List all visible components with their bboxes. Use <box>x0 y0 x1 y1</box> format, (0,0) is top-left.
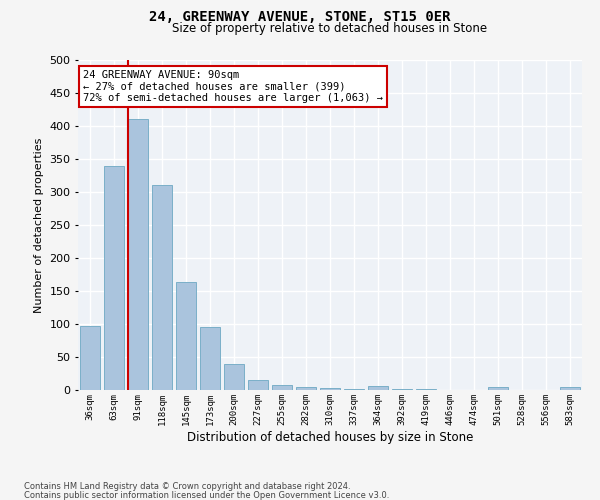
X-axis label: Distribution of detached houses by size in Stone: Distribution of detached houses by size … <box>187 430 473 444</box>
Bar <box>272 384 292 390</box>
Text: Contains HM Land Registry data © Crown copyright and database right 2024.: Contains HM Land Registry data © Crown c… <box>24 482 350 491</box>
Bar <box>296 388 316 390</box>
Bar <box>176 282 196 390</box>
Bar <box>368 386 388 390</box>
Bar <box>320 388 340 390</box>
Bar <box>152 186 172 390</box>
Text: Contains public sector information licensed under the Open Government Licence v3: Contains public sector information licen… <box>24 491 389 500</box>
Bar <box>560 388 580 390</box>
Bar <box>128 120 148 390</box>
Bar <box>80 326 100 390</box>
Bar <box>224 364 244 390</box>
Bar <box>344 388 364 390</box>
Bar <box>104 166 124 390</box>
Bar <box>488 388 508 390</box>
Text: 24, GREENWAY AVENUE, STONE, ST15 0ER: 24, GREENWAY AVENUE, STONE, ST15 0ER <box>149 10 451 24</box>
Bar <box>200 328 220 390</box>
Title: Size of property relative to detached houses in Stone: Size of property relative to detached ho… <box>172 22 488 35</box>
Text: 24 GREENWAY AVENUE: 90sqm
← 27% of detached houses are smaller (399)
72% of semi: 24 GREENWAY AVENUE: 90sqm ← 27% of detac… <box>83 70 383 103</box>
Y-axis label: Number of detached properties: Number of detached properties <box>34 138 44 312</box>
Bar <box>248 380 268 390</box>
